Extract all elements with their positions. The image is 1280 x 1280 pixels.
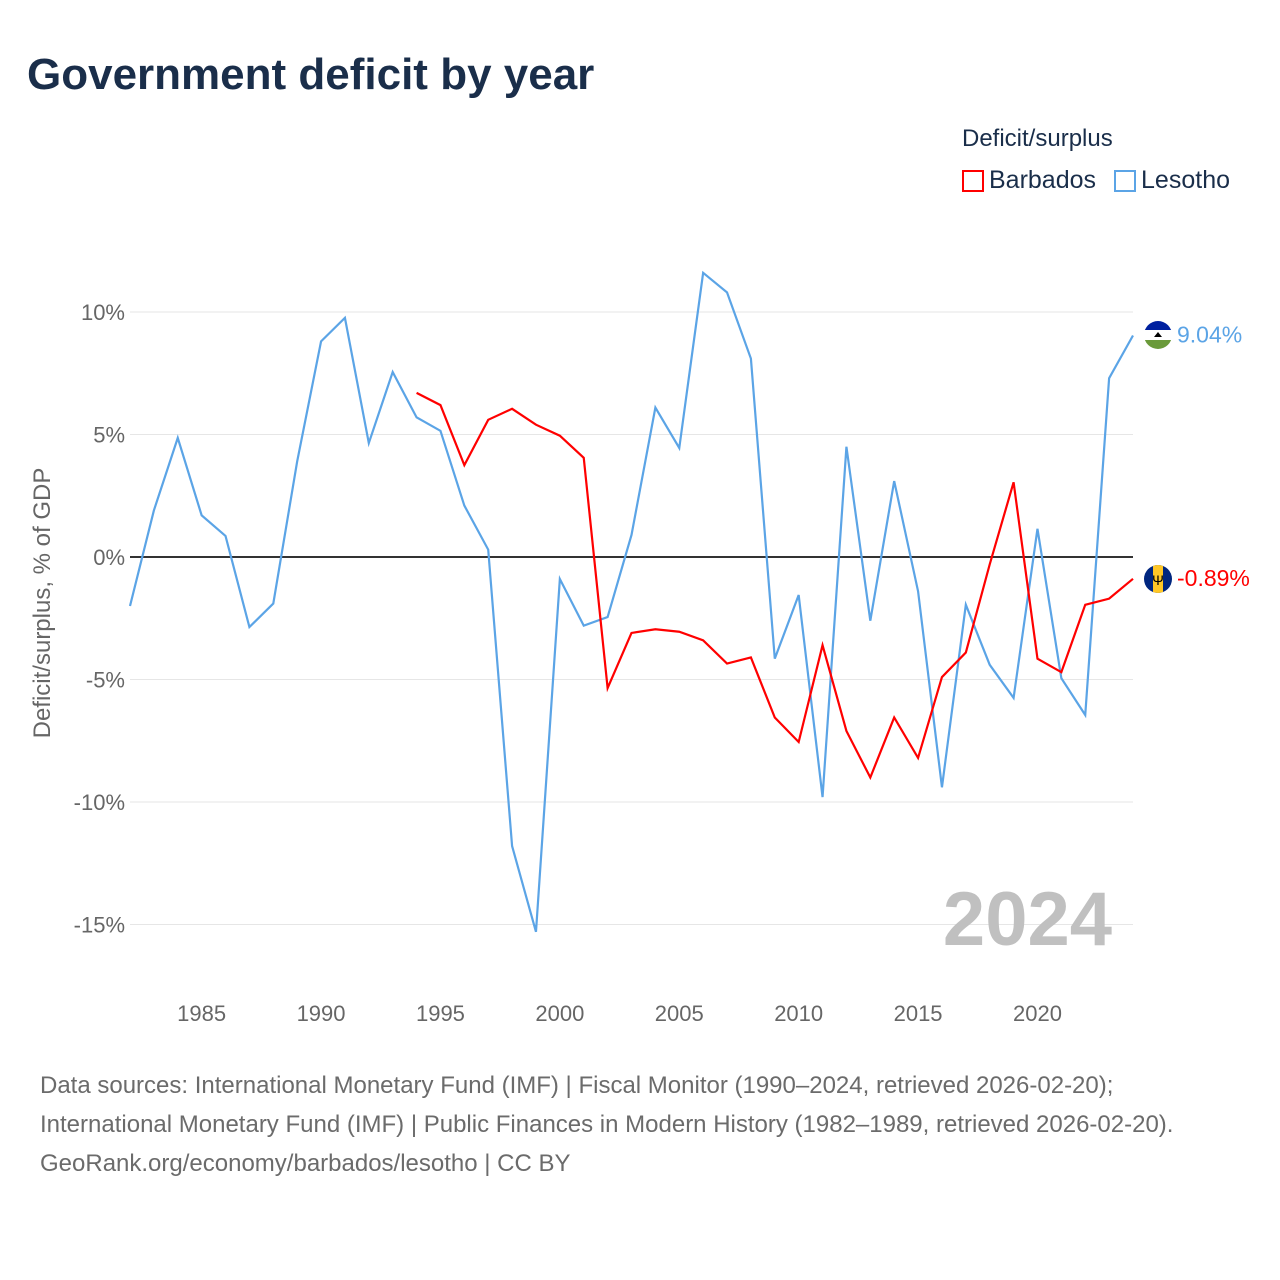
- barbados-flag-icon: Ψ: [1144, 565, 1172, 593]
- line-chart: 10% 5% 0% -5% -10% -15% 1985 1990 1995 2000 2005 20…: [29, 270, 1250, 1026]
- credit-link[interactable]: GeoRank.org/economy/barbados/lesotho | C…: [40, 1150, 571, 1177]
- y-tick-label: -10%: [74, 790, 125, 815]
- legend-label: Lesotho: [1141, 166, 1230, 194]
- series-line-barbados: [416, 391, 1134, 781]
- data-sources: Data sources: International Monetary Fun…: [40, 1072, 1174, 1138]
- legend-item-barbados[interactable]: Barbados: [962, 166, 1096, 195]
- x-tick-label: 2005: [655, 1001, 704, 1026]
- x-tick-label: 1985: [177, 1001, 226, 1026]
- legend-item-lesotho[interactable]: Lesotho: [1114, 166, 1230, 195]
- y-tick-label: 0%: [93, 545, 125, 570]
- legend-label: Barbados: [989, 166, 1097, 194]
- year-watermark: 2024: [943, 877, 1112, 962]
- y-axis-label: Deficit/surplus, % of GDP: [29, 468, 56, 739]
- svg-text:Ψ: Ψ: [1152, 572, 1164, 588]
- y-tick-label: 5%: [93, 423, 125, 448]
- legend-title: Deficit/surplus: [962, 125, 1113, 152]
- series-line-lesotho: [128, 270, 1134, 933]
- x-tick-label: 2020: [1013, 1001, 1062, 1026]
- lesotho-flag-icon: [1144, 321, 1172, 349]
- page-title: Government deficit by year: [27, 50, 595, 99]
- end-label-lesotho: 9.04%: [1177, 322, 1242, 348]
- legend-swatch-lesotho: [1114, 169, 1137, 192]
- x-tick-label: 2010: [774, 1001, 823, 1026]
- legend: Barbados Lesotho: [962, 166, 1230, 195]
- y-tick-label: 10%: [81, 300, 125, 325]
- legend-swatch-barbados: [962, 169, 984, 192]
- end-label-barbados: -0.89%: [1177, 565, 1250, 591]
- y-tick-label: -15%: [74, 913, 125, 938]
- x-tick-label: 1995: [416, 1001, 465, 1026]
- y-tick-label: -5%: [86, 668, 125, 693]
- x-tick-label: 2000: [535, 1001, 584, 1026]
- footer: Data sources: International Monetary Fun…: [40, 1066, 1240, 1183]
- x-tick-label: 1990: [297, 1001, 346, 1026]
- x-tick-label: 2015: [894, 1001, 943, 1026]
